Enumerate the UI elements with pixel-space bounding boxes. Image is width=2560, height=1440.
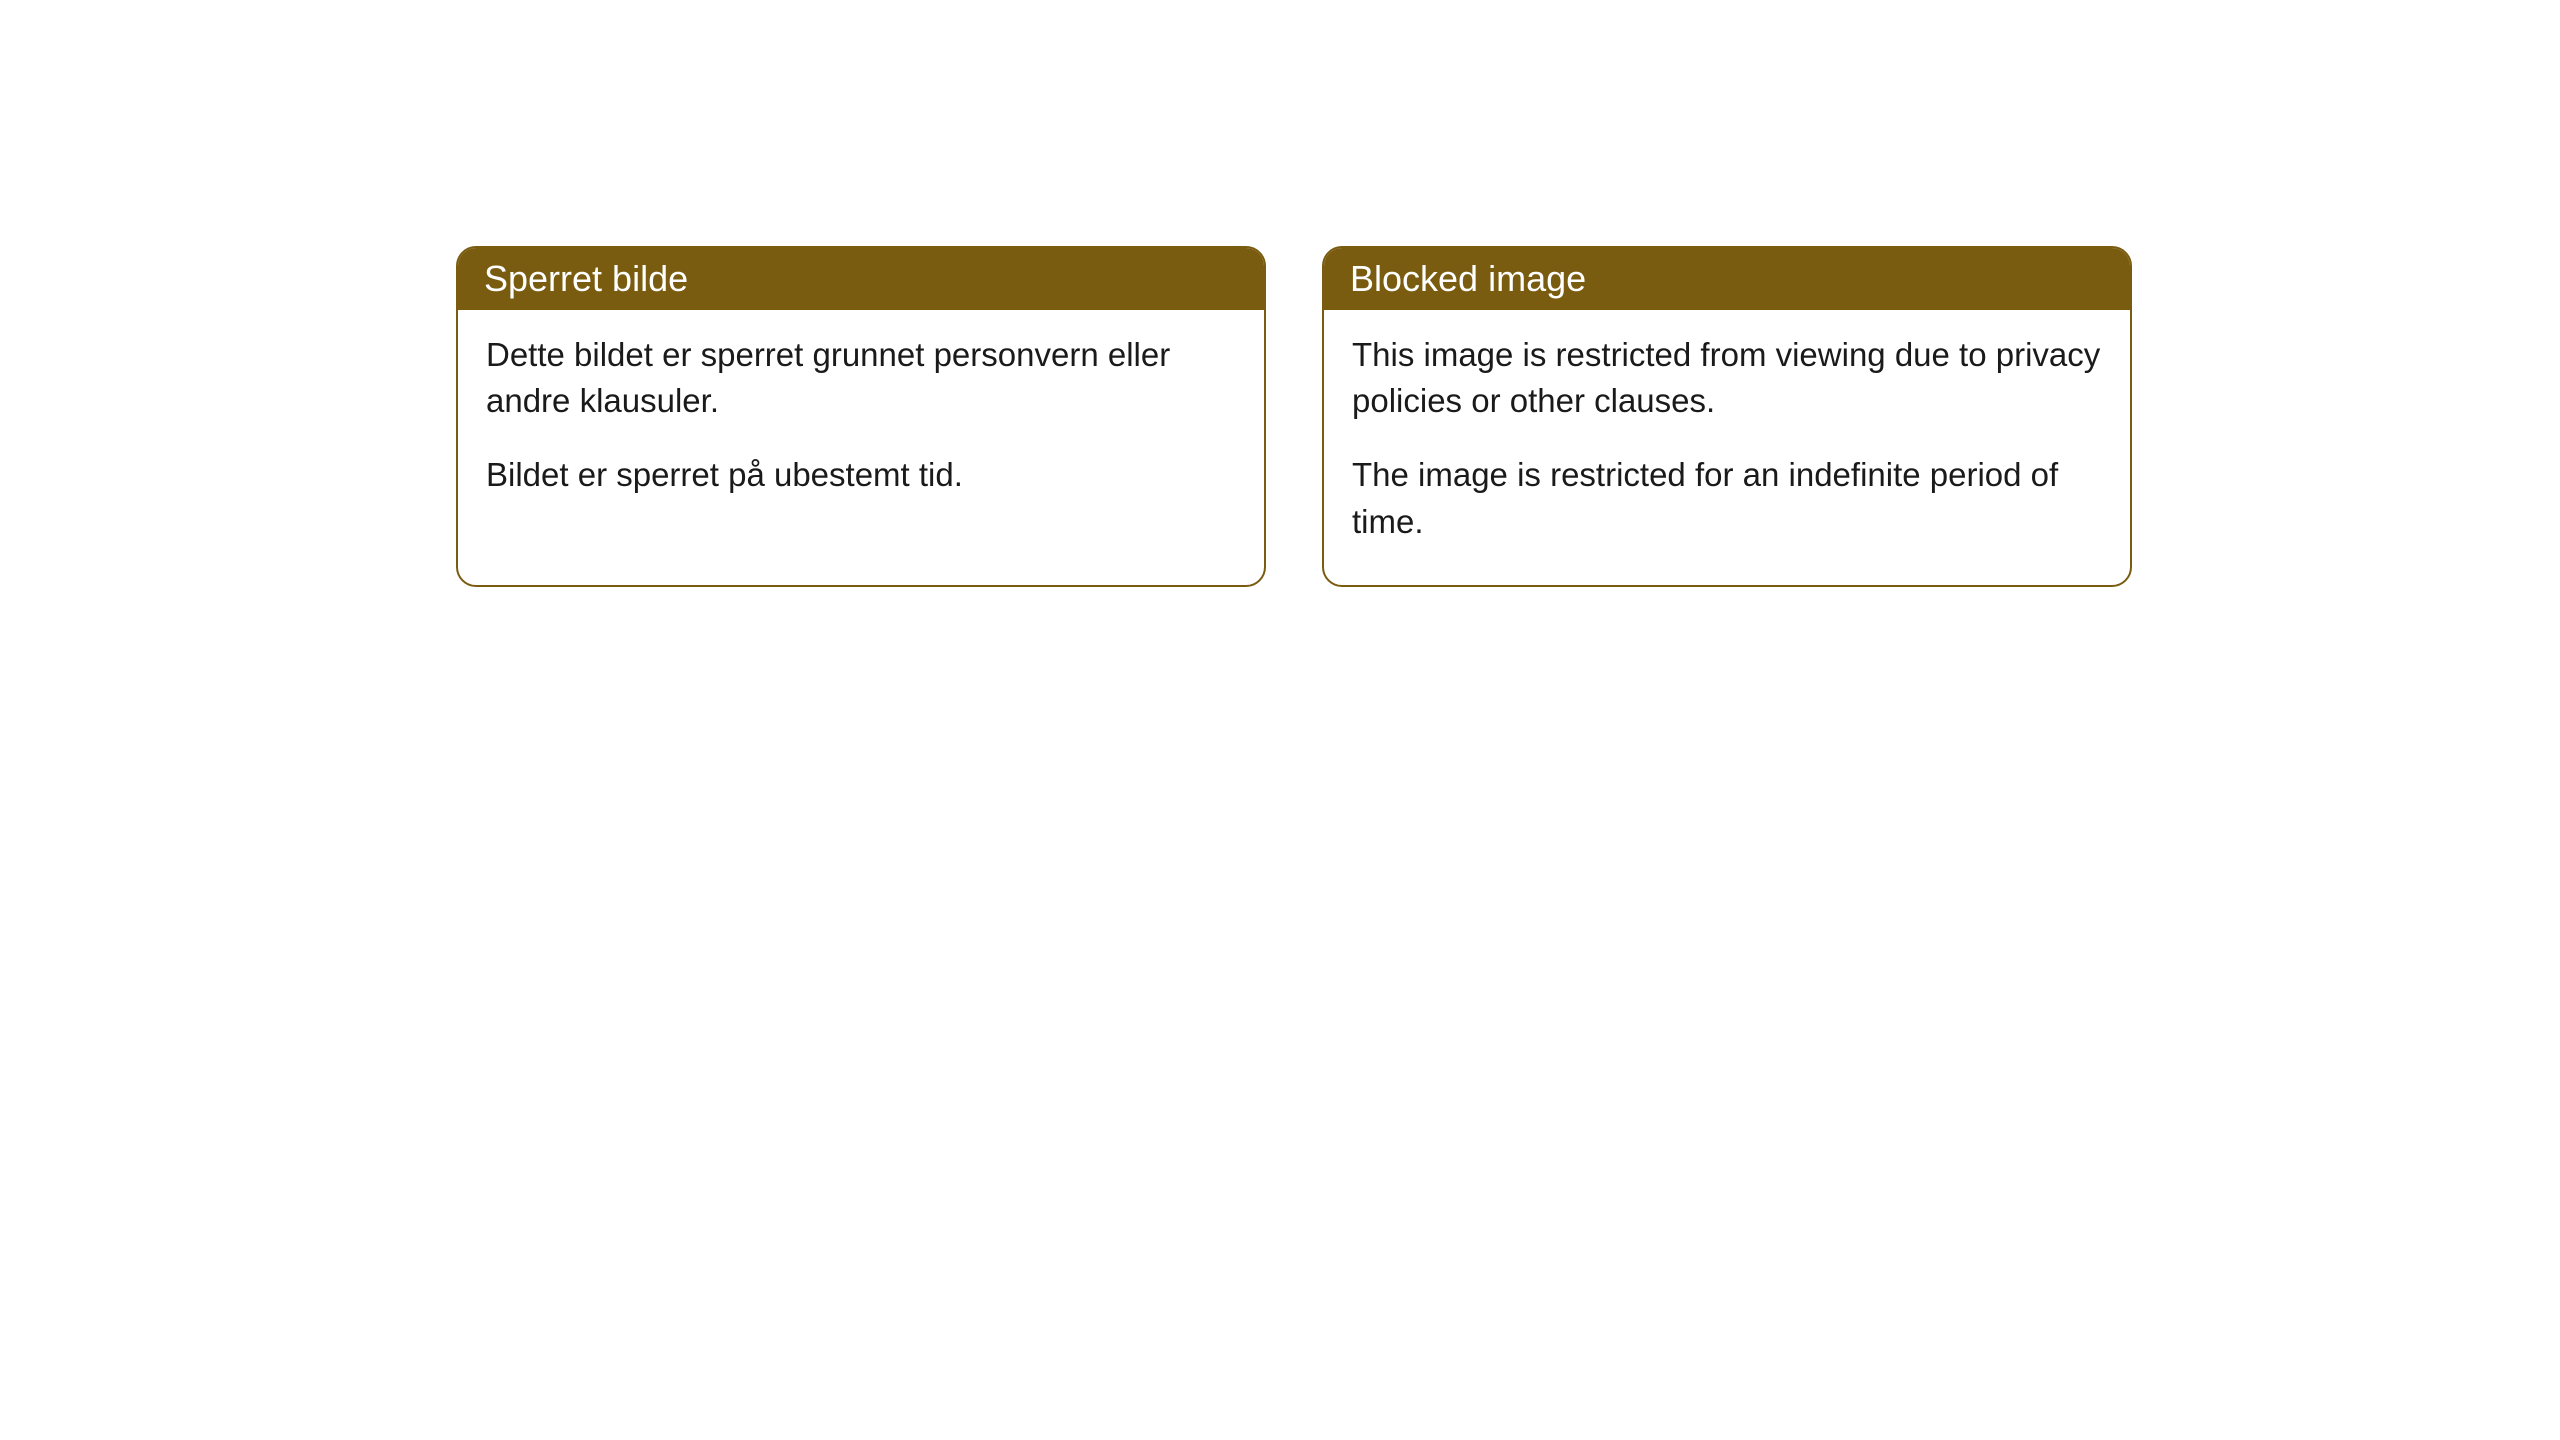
notice-paragraph-2: Bildet er sperret på ubestemt tid. [486, 452, 1236, 498]
card-body-english: This image is restricted from viewing du… [1324, 310, 2130, 585]
card-body-norwegian: Dette bildet er sperret grunnet personve… [458, 310, 1264, 539]
notice-cards-container: Sperret bilde Dette bildet er sperret gr… [456, 246, 2560, 587]
notice-paragraph-1: Dette bildet er sperret grunnet personve… [486, 332, 1236, 424]
notice-card-english: Blocked image This image is restricted f… [1322, 246, 2132, 587]
card-header-english: Blocked image [1324, 248, 2130, 310]
notice-card-norwegian: Sperret bilde Dette bildet er sperret gr… [456, 246, 1266, 587]
notice-paragraph-2: The image is restricted for an indefinit… [1352, 452, 2102, 544]
card-header-norwegian: Sperret bilde [458, 248, 1264, 310]
notice-paragraph-1: This image is restricted from viewing du… [1352, 332, 2102, 424]
